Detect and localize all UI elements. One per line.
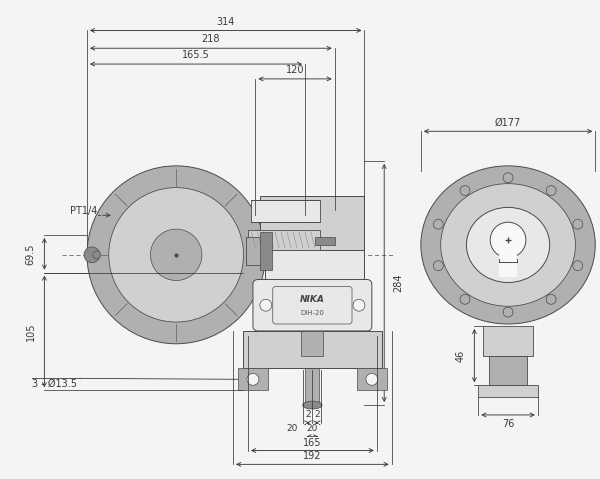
Text: DIH-20: DIH-20 xyxy=(301,310,325,316)
Circle shape xyxy=(93,251,101,259)
Circle shape xyxy=(503,173,513,182)
Ellipse shape xyxy=(421,166,595,324)
Bar xyxy=(243,331,382,368)
Text: 120: 120 xyxy=(286,65,304,75)
Bar xyxy=(478,385,538,397)
Bar xyxy=(301,331,323,355)
Text: 69.5: 69.5 xyxy=(26,243,35,264)
Text: 2: 2 xyxy=(305,411,311,420)
Text: 46: 46 xyxy=(455,350,466,362)
FancyBboxPatch shape xyxy=(253,280,372,331)
Text: 2: 2 xyxy=(314,411,320,420)
Circle shape xyxy=(109,188,244,322)
Circle shape xyxy=(84,247,100,262)
Circle shape xyxy=(546,295,556,304)
Bar xyxy=(499,255,517,276)
Text: PT1/4: PT1/4 xyxy=(70,206,98,217)
Text: 3 - Ø13.5: 3 - Ø13.5 xyxy=(32,378,77,388)
Text: 76: 76 xyxy=(502,419,514,429)
Circle shape xyxy=(460,186,470,195)
Text: 165: 165 xyxy=(303,438,322,447)
Circle shape xyxy=(366,374,378,385)
Bar xyxy=(248,230,320,250)
Ellipse shape xyxy=(302,401,322,409)
Bar xyxy=(265,250,364,285)
Text: 192: 192 xyxy=(303,451,322,461)
Bar xyxy=(238,368,268,390)
Text: Ø177: Ø177 xyxy=(495,117,521,127)
Text: 218: 218 xyxy=(202,34,220,45)
Bar xyxy=(489,355,527,385)
Circle shape xyxy=(260,299,272,311)
Circle shape xyxy=(460,295,470,304)
Circle shape xyxy=(353,299,365,311)
Circle shape xyxy=(573,219,583,229)
Bar xyxy=(315,237,335,245)
Bar xyxy=(483,326,533,355)
Text: 165.5: 165.5 xyxy=(182,50,210,60)
Bar xyxy=(251,200,320,222)
Bar xyxy=(357,368,386,390)
Text: 284: 284 xyxy=(393,274,403,292)
Text: 20: 20 xyxy=(307,424,318,433)
Bar xyxy=(260,232,272,270)
Text: 20: 20 xyxy=(286,424,297,433)
Bar xyxy=(305,355,319,405)
Ellipse shape xyxy=(466,207,550,283)
Circle shape xyxy=(503,307,513,317)
Circle shape xyxy=(490,222,526,258)
Circle shape xyxy=(151,229,202,281)
Circle shape xyxy=(546,186,556,195)
Ellipse shape xyxy=(440,183,575,306)
Bar xyxy=(260,195,364,250)
Circle shape xyxy=(573,261,583,271)
Circle shape xyxy=(433,261,443,271)
Circle shape xyxy=(247,374,259,385)
Text: NIKA: NIKA xyxy=(300,295,325,304)
Text: 105: 105 xyxy=(26,322,35,341)
Bar xyxy=(245,237,268,265)
Circle shape xyxy=(433,219,443,229)
Circle shape xyxy=(87,166,265,344)
Text: 314: 314 xyxy=(217,17,235,26)
